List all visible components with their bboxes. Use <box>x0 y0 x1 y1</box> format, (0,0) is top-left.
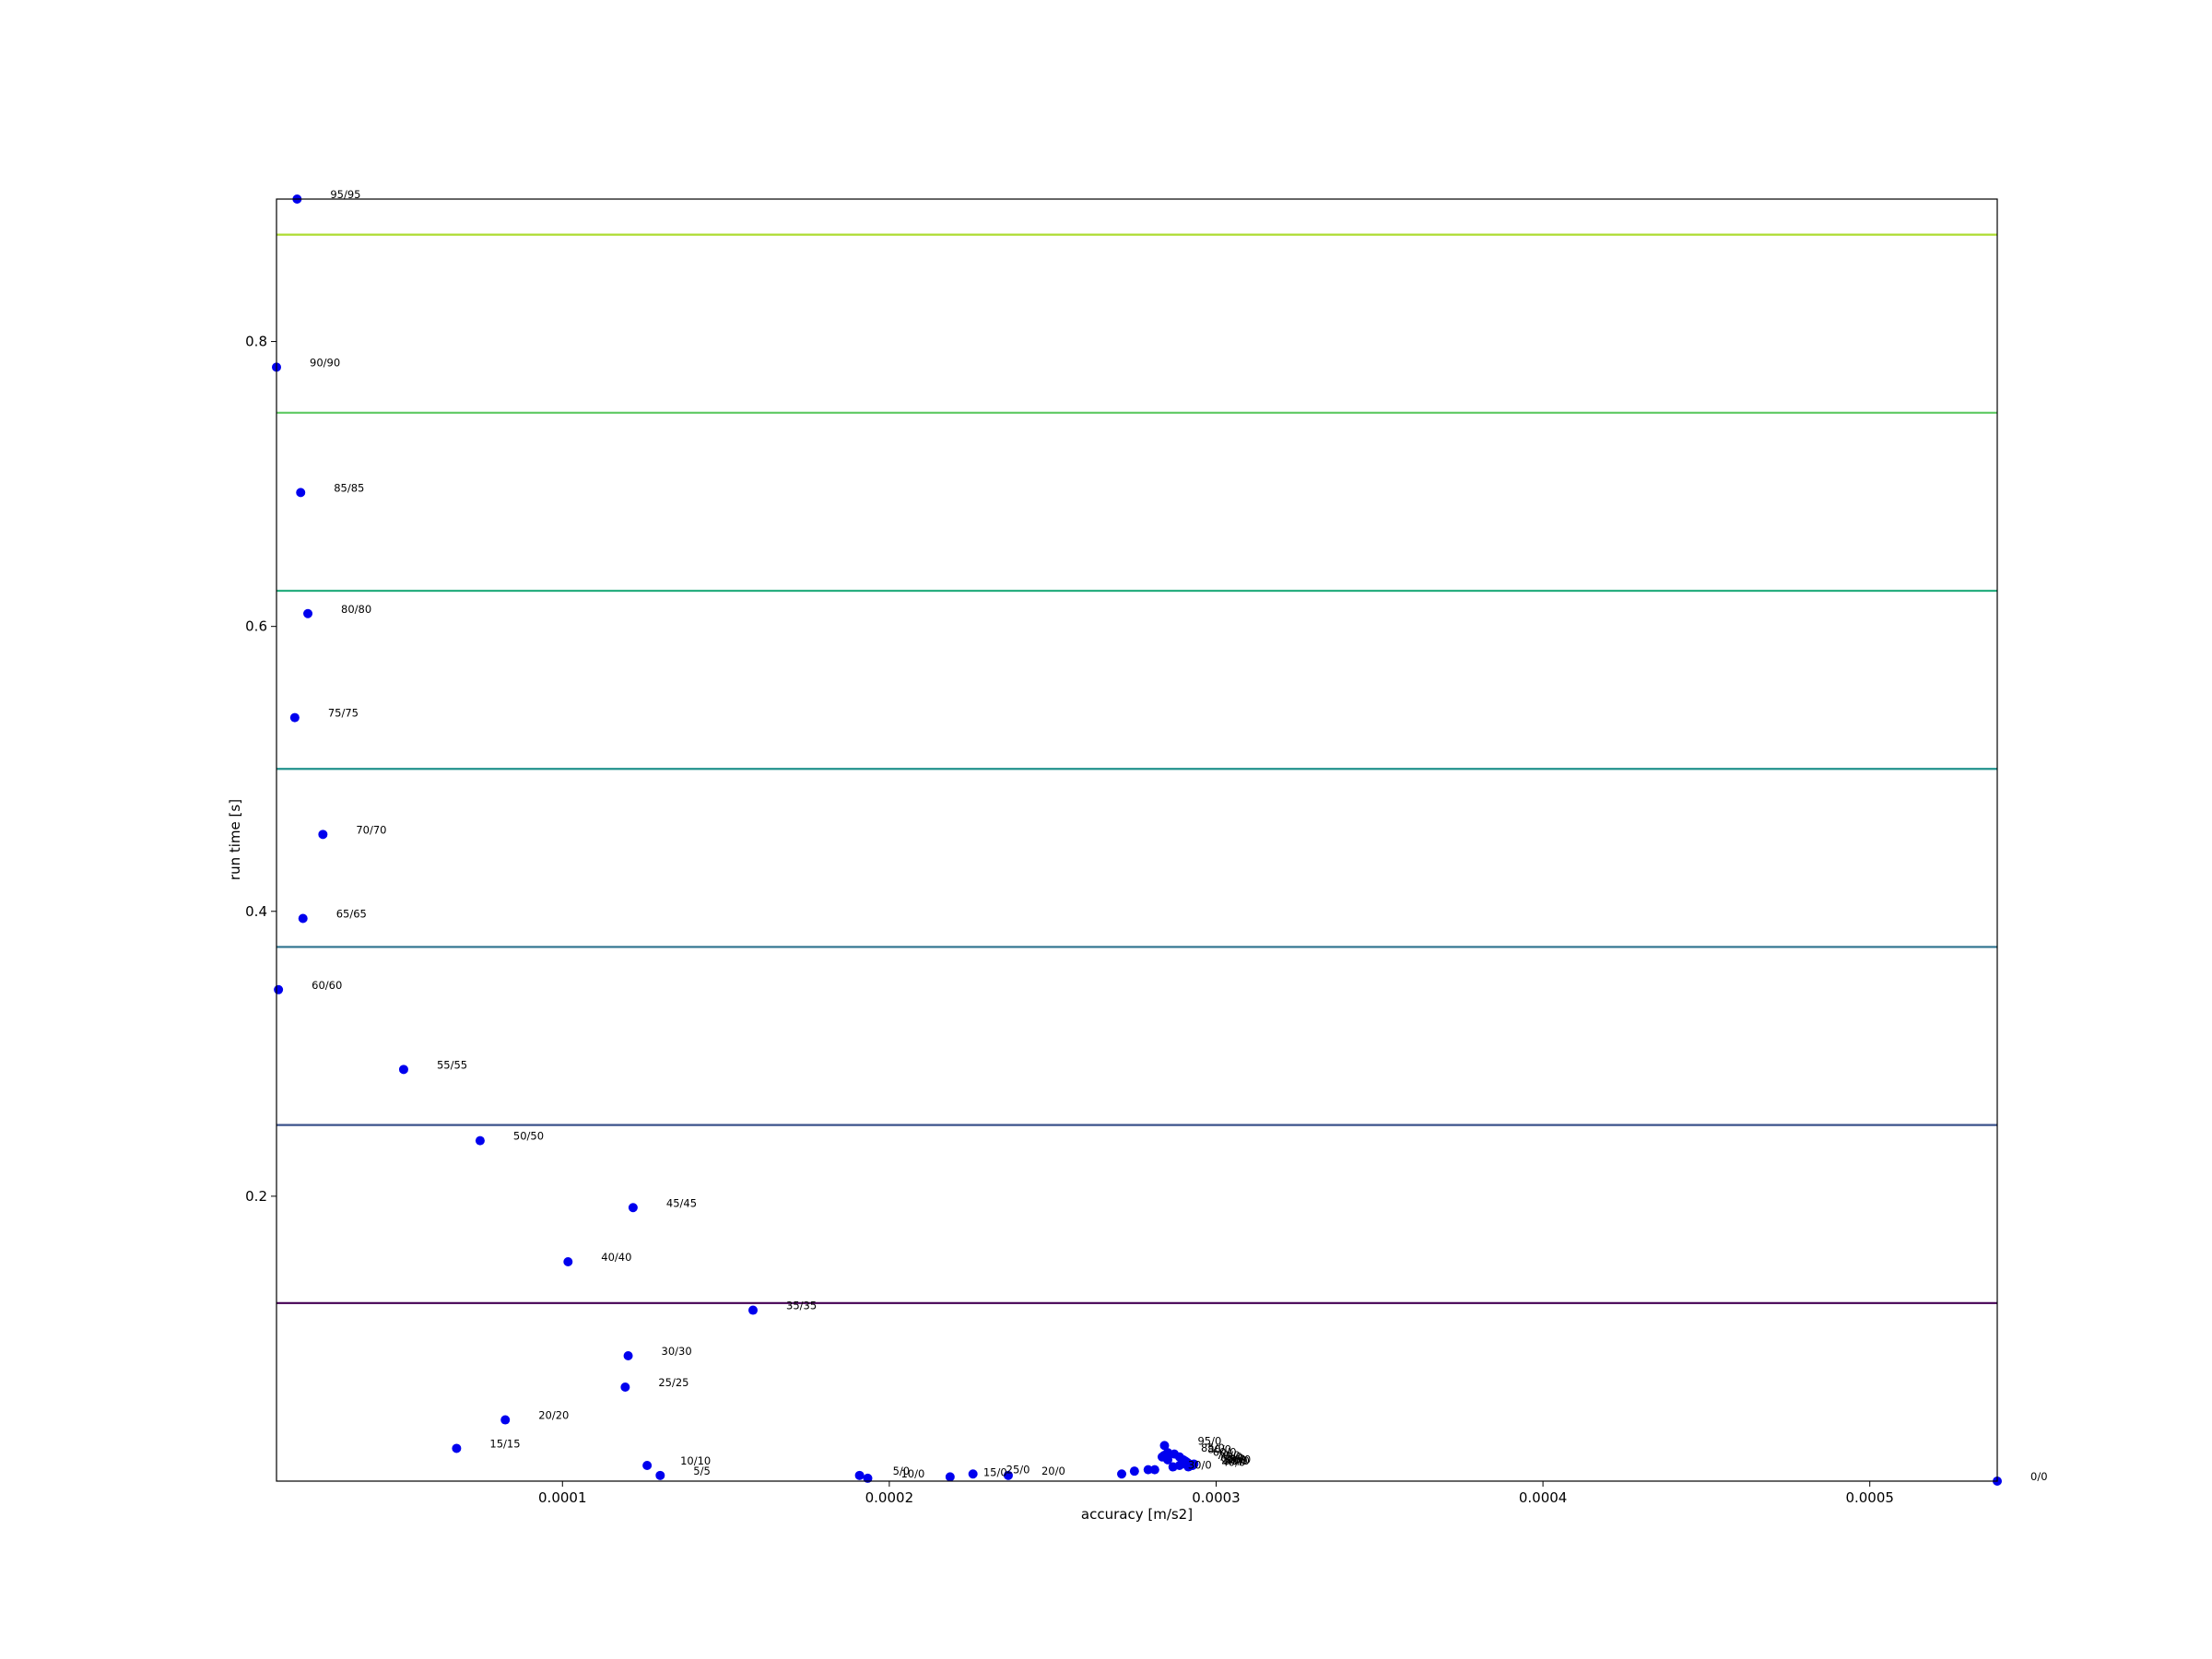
data-point <box>298 913 308 924</box>
data-point-label: 70/0 <box>1217 1449 1241 1462</box>
data-point <box>623 1350 633 1360</box>
data-point <box>945 1472 955 1482</box>
data-point-label: 95/95 <box>330 188 360 201</box>
data-point <box>296 488 306 498</box>
data-point <box>1129 1466 1139 1477</box>
data-point-label: 0/0 <box>2030 1470 2048 1483</box>
data-points <box>272 194 2002 1486</box>
data-point-label: 70/70 <box>356 823 386 836</box>
data-point-label: 20/0 <box>1041 1465 1065 1477</box>
data-point <box>655 1470 665 1480</box>
data-point-label: 40/40 <box>601 1251 631 1264</box>
data-point-label: 10/0 <box>900 1467 924 1480</box>
data-point-label: 35/35 <box>786 1300 817 1312</box>
data-point-label: 25/0 <box>1006 1463 1030 1476</box>
data-point <box>1117 1469 1127 1479</box>
data-point <box>1189 1459 1199 1469</box>
data-point-label: 45/45 <box>666 1196 697 1209</box>
y-tick-label: 0.4 <box>245 903 267 920</box>
data-point-label: 60/0 <box>1213 1446 1237 1459</box>
data-point <box>1143 1465 1153 1475</box>
data-point-label: 5/5 <box>693 1465 711 1477</box>
data-point <box>642 1460 653 1470</box>
data-point-labels: 95/95 90/90 85/85 80/80 75/75 70/70 65/65 60/60… <box>310 188 2048 1483</box>
y-tick-label: 0.6 <box>245 618 267 635</box>
data-point-label: 50/0 <box>1224 1454 1248 1467</box>
data-point-label: 65/0 <box>1220 1452 1244 1465</box>
data-point-label: 80/80 <box>341 603 371 616</box>
data-point-label: 80/0 <box>1207 1443 1231 1456</box>
data-point-label: 85/85 <box>334 481 364 494</box>
x-tick-label: 0.0004 <box>1519 1489 1568 1506</box>
data-point-label: 75/0 <box>1218 1450 1242 1463</box>
x-axis-ticks: 0.0001 0.0002 0.0003 0.0004 0.0005 <box>538 1481 1894 1506</box>
contour-lines <box>276 233 1997 1304</box>
data-point <box>854 1470 865 1480</box>
data-point-label: 55/0 <box>1222 1453 1246 1465</box>
y-tick-label: 0.2 <box>245 1188 267 1205</box>
x-tick-label: 0.0002 <box>865 1489 914 1506</box>
data-point <box>620 1382 630 1392</box>
data-point <box>500 1415 511 1425</box>
x-axis-label: accuracy [m/s2] <box>1081 1506 1193 1523</box>
data-point <box>1003 1470 1013 1480</box>
data-point-label: 90/0 <box>1227 1453 1251 1465</box>
data-point <box>318 830 328 840</box>
data-point <box>1149 1465 1159 1475</box>
data-point-label: 15/15 <box>489 1437 520 1450</box>
data-point <box>398 1065 408 1075</box>
data-point-label: 20/20 <box>538 1409 569 1422</box>
data-point <box>628 1203 638 1213</box>
data-point-label: 95/0 <box>1197 1434 1221 1447</box>
data-point-label: 10/10 <box>680 1454 711 1467</box>
plot-area-frame <box>276 198 1998 1482</box>
data-point-label: 25/25 <box>658 1376 688 1389</box>
data-point-label: 40/0 <box>1221 1456 1245 1469</box>
data-point-label: 50/50 <box>513 1130 544 1143</box>
data-point-label: 55/55 <box>437 1058 467 1071</box>
data-point <box>289 712 300 723</box>
data-point-label: 75/75 <box>328 707 359 720</box>
data-point-label: 5/0 <box>893 1465 911 1477</box>
data-point-label: 30/0 <box>1188 1459 1212 1472</box>
y-axis-ticks: 0.2 0.4 0.6 0.8 <box>245 334 276 1205</box>
data-point-label: 90/90 <box>310 356 340 369</box>
data-point-label: 15/0 <box>983 1465 1007 1478</box>
data-point <box>1159 1441 1170 1451</box>
x-tick-label: 0.0003 <box>1192 1489 1241 1506</box>
data-point <box>968 1469 978 1479</box>
data-point-label: 45/0 <box>1226 1454 1250 1467</box>
data-point-label: 85/0 <box>1201 1441 1225 1454</box>
data-point-label: 30/30 <box>662 1345 692 1358</box>
data-point <box>563 1256 573 1266</box>
x-tick-label: 0.0001 <box>538 1489 587 1506</box>
data-point <box>452 1443 462 1453</box>
data-point-label: 65/65 <box>336 908 367 921</box>
data-point <box>274 984 284 994</box>
data-point <box>303 608 313 618</box>
y-tick-label: 0.8 <box>245 334 267 350</box>
data-point <box>748 1305 759 1315</box>
data-point <box>475 1135 485 1146</box>
x-tick-label: 0.0005 <box>1845 1489 1894 1506</box>
data-point <box>1163 1454 1173 1465</box>
y-axis-label: run time [s] <box>227 799 243 880</box>
data-point-label: 60/60 <box>312 979 342 992</box>
